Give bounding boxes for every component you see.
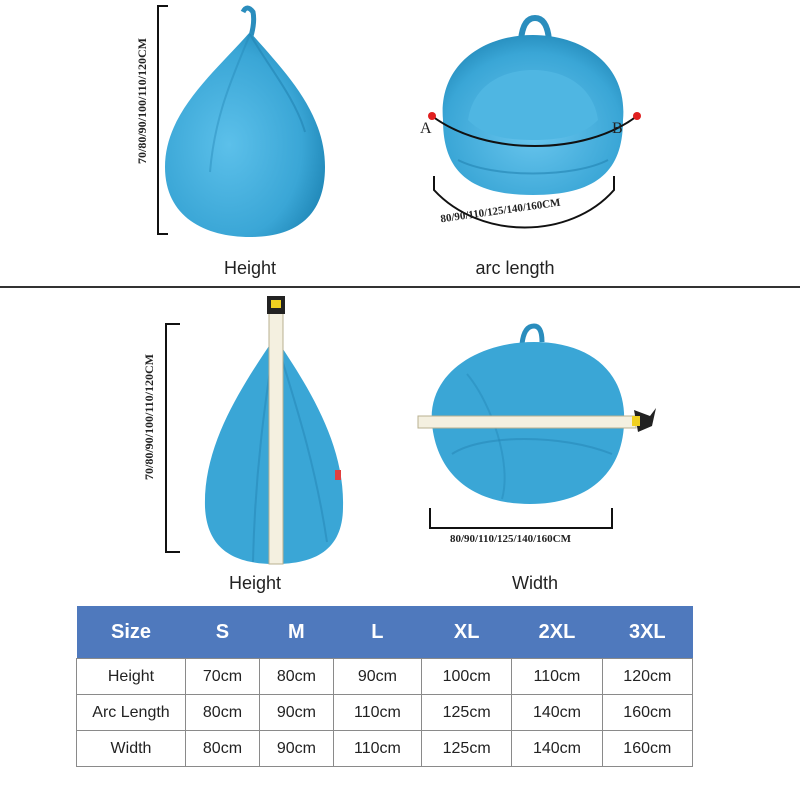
row-label: Width <box>76 730 186 767</box>
height-dimension-label: 70/80/90/100/110/120CM <box>142 354 156 480</box>
table-cell: 90cm <box>258 730 334 767</box>
point-a-label: A <box>420 120 432 137</box>
header-xl: XL <box>421 606 512 659</box>
table-cell: 110cm <box>511 658 603 695</box>
cover-bag-height-image <box>204 296 344 565</box>
height-bracket <box>157 5 168 235</box>
arc-length-bracket <box>433 176 615 229</box>
section-divider <box>0 286 800 288</box>
table-cell: 80cm <box>258 658 334 695</box>
table-cell: 160cm <box>601 694 694 731</box>
table-row-arc-length: Arc Length 80cm 90cm 110cm 125cm 140cm 1… <box>76 694 694 731</box>
top-right-panel: A B 80/90/110/125/140/160CM arc length <box>400 0 800 286</box>
table-cell: 125cm <box>420 694 513 731</box>
bottom-right-panel: 80/90/110/125/140/160CM Width <box>400 288 800 598</box>
table-cell: 100cm <box>420 658 513 695</box>
point-b-label: B <box>612 120 623 137</box>
bottom-right-caption: Width <box>511 573 558 593</box>
table-cell: 80cm <box>185 694 260 731</box>
top-left-caption: Height <box>223 258 277 278</box>
table-cell: 120cm <box>601 658 694 695</box>
cover-bag-width-image <box>417 323 656 504</box>
header-s: S <box>185 606 260 659</box>
table-cell: 125cm <box>420 730 513 767</box>
table-cell: 140cm <box>511 694 603 731</box>
table-cell: 70cm <box>185 658 260 695</box>
top-left-panel: 70/80/90/100/110/120CM Height <box>0 0 400 286</box>
table-header-row: Size S M L XL 2XL 3XL <box>76 606 693 659</box>
lounger-bean-bag-image <box>442 14 624 195</box>
top-right-caption: arc length <box>475 258 555 278</box>
header-l: L <box>333 606 422 659</box>
header-3xl: 3XL <box>602 606 693 659</box>
table-cell: 160cm <box>601 730 694 767</box>
table-row-height: Height 70cm 80cm 90cm 100cm 110cm 120cm <box>76 658 694 695</box>
table-cell: 110cm <box>332 730 422 767</box>
header-2xl: 2XL <box>511 606 603 659</box>
width-dimension-label: 80/90/110/125/140/160CM <box>450 533 571 545</box>
table-cell: 90cm <box>332 658 422 695</box>
header-size: Size <box>76 606 186 659</box>
arc-measure-line <box>428 112 641 147</box>
table-row-width: Width 80cm 90cm 110cm 125cm 140cm 160cm <box>76 730 694 767</box>
bottom-left-caption: Height <box>228 573 282 593</box>
bottom-left-panel: 70/80/90/100/110/120CM Height <box>0 288 400 598</box>
size-chart-table: Size S M L XL 2XL 3XL Height 70cm 80cm 9… <box>76 606 694 767</box>
table-cell: 80cm <box>185 730 260 767</box>
header-m: M <box>259 606 334 659</box>
table-cell: 110cm <box>332 694 422 731</box>
row-label: Height <box>76 658 186 695</box>
teardrop-bean-bag-image <box>165 5 325 237</box>
height-bracket <box>165 323 180 553</box>
row-label: Arc Length <box>76 694 186 731</box>
table-cell: 90cm <box>258 694 334 731</box>
table-cell: 140cm <box>511 730 603 767</box>
height-dimension-label: 70/80/90/100/110/120CM <box>135 38 149 164</box>
width-bracket <box>429 508 613 529</box>
